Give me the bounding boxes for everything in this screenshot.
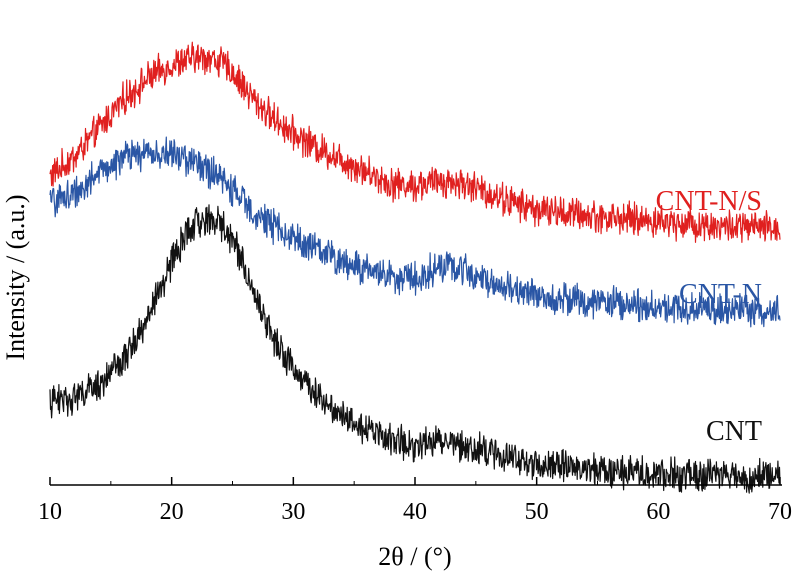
x-tick-label-40: 40 [403,499,427,525]
x-tick-label-70: 70 [768,499,792,525]
x-ticks [49,477,781,485]
series-line-cnt-n [49,136,781,328]
series-label-cnt: CNT [706,416,762,447]
series-line-cnt-n-s [49,41,781,243]
label-layer: CNT-N/S CNT-N CNT [656,186,762,447]
series-label-cnt-n: CNT-N [679,279,762,310]
x-tick-labels: 10 20 30 40 50 60 70 [38,499,792,525]
x-tick-label-10: 10 [38,499,62,525]
series-line-cnt [49,204,781,494]
x-tick-label-60: 60 [646,499,670,525]
y-axis-title: Intensity / (a.u.) [1,194,30,360]
x-tick-label-30: 30 [281,499,305,525]
x-tick-label-20: 20 [160,499,184,525]
series-layer [49,41,781,494]
axis-layer: 10 20 30 40 50 60 70 [38,477,792,525]
series-label-cnt-n-s: CNT-N/S [656,186,762,217]
x-axis-title: 2θ / (°) [378,542,451,571]
x-tick-label-50: 50 [525,499,549,525]
